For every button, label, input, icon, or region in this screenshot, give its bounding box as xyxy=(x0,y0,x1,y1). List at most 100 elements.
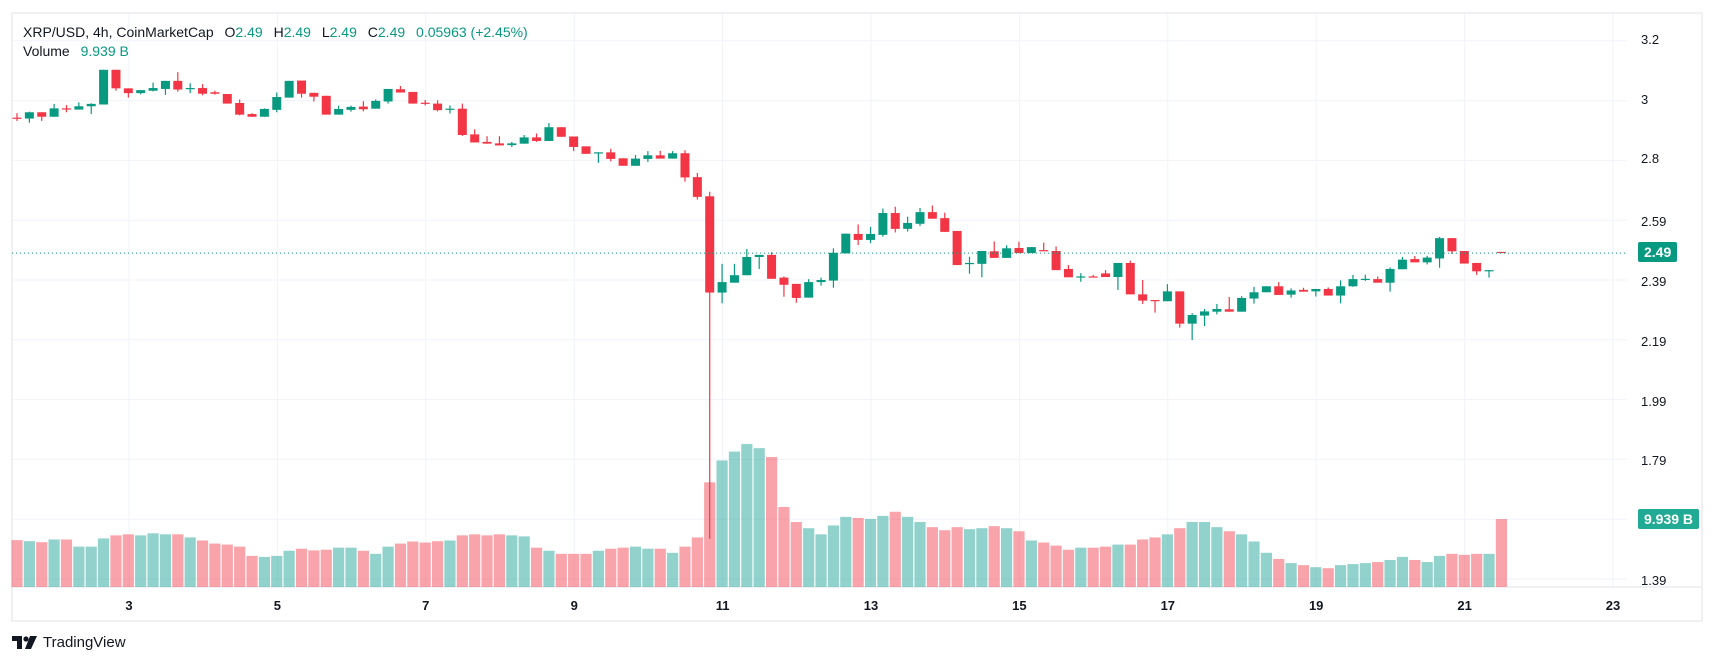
candle-body xyxy=(1088,276,1098,278)
volume-bar xyxy=(728,451,741,587)
candle-body xyxy=(494,143,504,146)
volume-bar xyxy=(716,460,728,587)
candle xyxy=(1336,280,1346,304)
date-tick-label: 23 xyxy=(1605,598,1621,613)
date-tick-label: 3 xyxy=(125,598,133,613)
candle-body xyxy=(643,155,653,159)
candle xyxy=(1026,247,1036,254)
candle-body xyxy=(247,114,257,117)
candle-body xyxy=(371,100,381,109)
candle-body xyxy=(1237,297,1247,312)
candle-body xyxy=(1311,288,1321,292)
candle xyxy=(618,158,628,166)
price-tick-label: 3.2 xyxy=(1641,31,1660,47)
candle-body xyxy=(433,103,443,111)
volume-bar xyxy=(926,527,938,587)
volume-bar xyxy=(877,515,889,587)
volume-bar xyxy=(135,535,147,587)
candle xyxy=(1187,313,1197,341)
candle xyxy=(420,100,430,106)
candle-body xyxy=(828,252,838,281)
candle-body xyxy=(1323,288,1333,296)
candle xyxy=(1410,256,1420,263)
candle xyxy=(61,105,71,113)
candle-body xyxy=(222,94,232,104)
candle xyxy=(86,103,96,115)
candle-body xyxy=(1336,286,1346,296)
volume-bar xyxy=(11,540,23,587)
volume-bar xyxy=(939,530,951,587)
candle-body xyxy=(395,89,405,93)
candle xyxy=(1200,309,1210,327)
volume-bar xyxy=(1359,563,1371,587)
volume-bar xyxy=(1025,540,1037,587)
volume-legend[interactable]: Volume 9.939 B xyxy=(23,43,129,59)
volume-bar xyxy=(1433,555,1446,587)
candle xyxy=(680,150,690,182)
open-label: O xyxy=(224,24,236,40)
volume-bar xyxy=(914,522,926,587)
date-tick-label: 13 xyxy=(863,598,879,613)
volume-bar xyxy=(1198,522,1211,587)
tradingview-brand[interactable]: TradingView xyxy=(12,634,126,651)
candle xyxy=(1249,286,1259,304)
volume-bar xyxy=(431,541,444,587)
candle-body xyxy=(1162,291,1172,302)
symbol-legend[interactable]: XRP/USD, 4h, CoinMarketCap O2.49 H2.49 L… xyxy=(23,24,528,40)
candle-body xyxy=(346,106,356,110)
low-value: 2.49 xyxy=(329,24,357,40)
volume-bar xyxy=(1409,559,1421,587)
volume-bar xyxy=(605,548,617,587)
candle xyxy=(804,279,814,298)
volume-bar xyxy=(815,534,827,587)
candle xyxy=(12,113,22,121)
volume-bar xyxy=(951,527,963,587)
candle xyxy=(222,94,232,104)
candle-body xyxy=(853,233,863,240)
volume-bar xyxy=(407,541,419,587)
candle xyxy=(903,216,913,232)
symbol-title[interactable]: XRP/USD, 4h, CoinMarketCap xyxy=(23,24,214,40)
candle-body xyxy=(1014,248,1024,254)
candle-body xyxy=(1360,278,1370,281)
candle-body xyxy=(445,108,455,110)
volume-label: Volume xyxy=(23,43,70,59)
grid xyxy=(12,13,1627,587)
volume-bar xyxy=(741,444,753,587)
candle-body xyxy=(866,233,876,240)
candle xyxy=(729,263,739,283)
candle-body xyxy=(383,88,393,102)
candle-body xyxy=(1496,251,1506,254)
price-tick-label: 2.39 xyxy=(1641,273,1667,289)
volume-bar xyxy=(852,517,864,587)
volume-bar xyxy=(642,548,654,587)
candle xyxy=(1286,288,1296,298)
candle-body xyxy=(1138,294,1148,301)
candle xyxy=(532,133,542,142)
candle xyxy=(247,113,257,117)
candle xyxy=(358,101,368,112)
candle xyxy=(1224,297,1234,312)
high-value: 2.49 xyxy=(283,24,311,40)
volume-bar xyxy=(196,540,209,587)
candle xyxy=(334,105,344,115)
volume-bar xyxy=(629,546,642,587)
candle-body xyxy=(841,233,851,254)
candle xyxy=(173,72,183,92)
candle-body xyxy=(235,102,245,115)
candle-body xyxy=(507,143,517,146)
date-tick-label: 11 xyxy=(715,598,730,613)
candle xyxy=(841,233,851,254)
candle-body xyxy=(964,262,974,265)
candle xyxy=(1063,265,1073,278)
volume-bar xyxy=(691,537,703,587)
candle xyxy=(569,136,579,152)
candle-body xyxy=(1298,289,1308,292)
date-tick-label: 21 xyxy=(1457,598,1472,613)
candle-body xyxy=(1373,279,1383,283)
candle-body xyxy=(804,282,814,298)
volume-bar xyxy=(753,448,765,587)
candle-body xyxy=(1274,286,1284,295)
candle-body xyxy=(1113,262,1123,278)
